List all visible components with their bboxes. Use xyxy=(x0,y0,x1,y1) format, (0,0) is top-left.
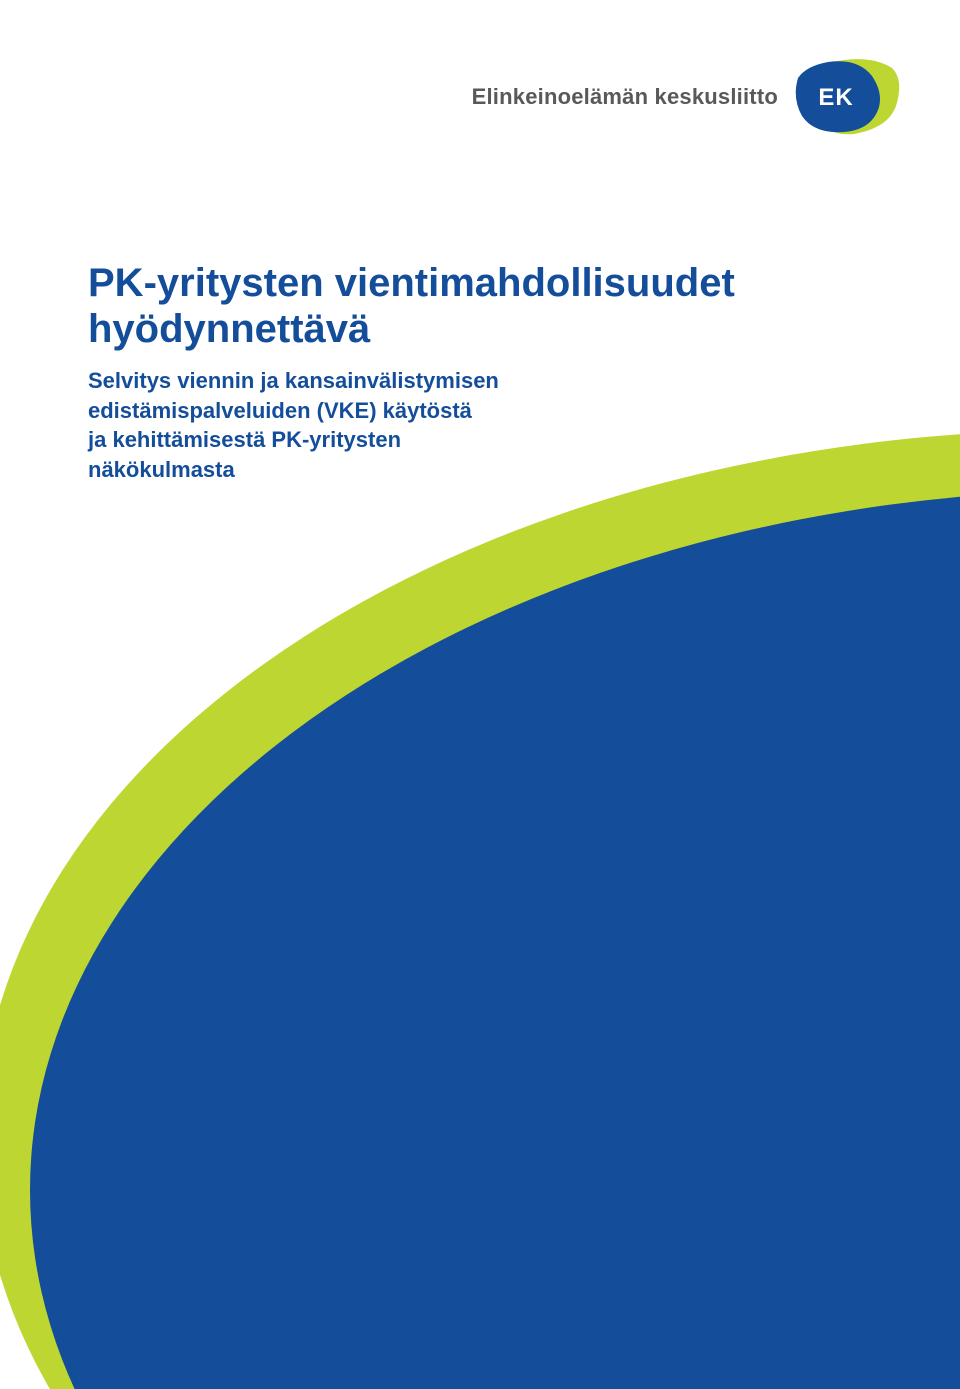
subtitle-block: Selvitys viennin ja kansainvälistymisen … xyxy=(88,366,880,485)
subtitle-line-2: edistämispalveluiden (VKE) käytöstä xyxy=(88,396,880,426)
header: Elinkeinoelämän keskusliitto EK xyxy=(472,58,900,136)
subtitle-line-4: näkökulmasta xyxy=(88,455,880,485)
subtitle-line-1: Selvitys viennin ja kansainvälistymisen xyxy=(88,366,880,396)
logo-text: EK xyxy=(818,84,853,111)
cover-page: Elinkeinoelämän keskusliitto EK PK-yrity… xyxy=(0,0,960,1389)
title-line-1: PK-yritysten vientimahdollisuudet xyxy=(88,260,880,306)
ek-logo: EK xyxy=(792,58,900,136)
title-line-2: hyödynnettävä xyxy=(88,306,880,352)
title-block: PK-yritysten vientimahdollisuudet hyödyn… xyxy=(88,260,880,485)
accent-ellipse xyxy=(0,430,960,1389)
subtitle-line-3: ja kehittämisestä PK-yritysten xyxy=(88,425,880,455)
main-ellipse xyxy=(30,490,960,1389)
background-shapes xyxy=(0,0,960,1389)
org-name: Elinkeinoelämän keskusliitto xyxy=(472,84,778,110)
